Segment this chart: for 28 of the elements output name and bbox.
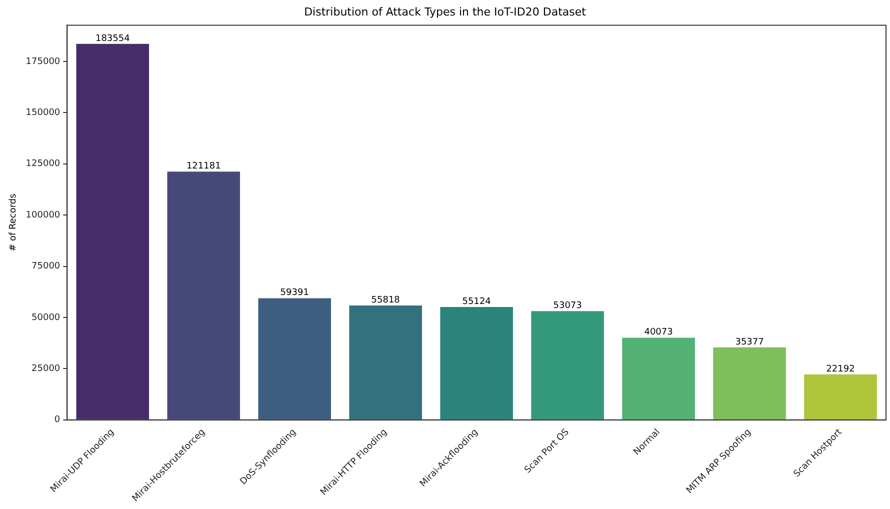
bar	[349, 306, 422, 420]
data-label: 40073	[644, 328, 673, 338]
data-label: 59391	[280, 288, 309, 298]
y-tick-label: 25000	[32, 364, 60, 374]
y-axis-title: # of Records	[8, 193, 19, 252]
bar	[440, 306, 513, 420]
data-label: 53073	[553, 301, 582, 312]
y-tick-label: 125000	[26, 159, 60, 170]
bar	[258, 298, 332, 420]
y-tick-label: 75000	[32, 262, 60, 272]
data-label: 183554	[95, 34, 130, 44]
y-tick-label: 150000	[26, 108, 60, 118]
chart-title: Distribution of Attack Types in the IoT-ID20 Dataset	[304, 5, 587, 18]
data-label: 35377	[735, 337, 764, 348]
data-label: 121181	[186, 162, 221, 172]
bar	[713, 347, 786, 420]
y-tick-label: 100000	[26, 210, 60, 220]
bar	[804, 374, 877, 420]
bar	[531, 311, 604, 420]
data-label: 22192	[826, 364, 855, 374]
y-tick-label: 0	[54, 415, 60, 426]
bar	[622, 338, 695, 420]
y-tick-label: 50000	[32, 312, 60, 323]
bar	[76, 44, 150, 420]
y-tick-label: 175000	[26, 56, 60, 67]
data-label: 55124	[462, 296, 492, 307]
bar	[167, 172, 240, 420]
data-label: 55818	[371, 295, 400, 306]
